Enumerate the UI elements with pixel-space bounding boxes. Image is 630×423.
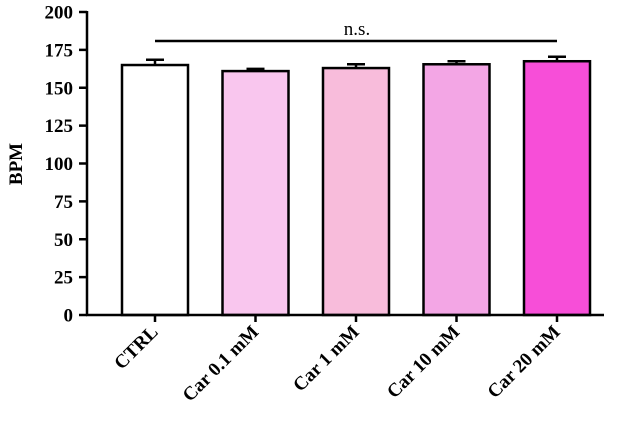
error-bars-layer bbox=[146, 55, 566, 72]
y-axis-title: BPM bbox=[6, 143, 27, 185]
bars-layer bbox=[120, 59, 592, 317]
y-tick-label: 25 bbox=[54, 268, 73, 289]
x-axis-ticks: CTRL Car 0.1 mM Car 1 mM Car 10 mM Car 20 mM bbox=[110, 315, 565, 406]
bar bbox=[422, 63, 491, 317]
x-tick-label: Car 0.1 mM bbox=[179, 322, 263, 406]
y-tick-label: 175 bbox=[45, 40, 74, 61]
y-axis-ticks: 0 25 50 75 100 125 150 175 200 bbox=[45, 3, 87, 327]
bar bbox=[120, 63, 190, 317]
y-tick-label: 125 bbox=[45, 116, 74, 137]
x-tick-label: CTRL bbox=[110, 322, 162, 374]
x-tick-label: Car 20 mM bbox=[484, 322, 565, 403]
y-tick-label: 150 bbox=[45, 78, 74, 99]
bar bbox=[321, 66, 391, 317]
x-tick-label: Car 1 mM bbox=[289, 322, 363, 396]
x-tick-label: Car 10 mM bbox=[383, 322, 464, 403]
y-tick-label: 100 bbox=[45, 154, 74, 175]
y-tick-label: 0 bbox=[64, 306, 74, 327]
y-tick-label: 75 bbox=[54, 192, 73, 213]
y-tick-label: 50 bbox=[54, 230, 73, 251]
significance-label: n.s. bbox=[344, 19, 370, 40]
bar bbox=[221, 69, 290, 317]
y-tick-label: 200 bbox=[45, 3, 74, 24]
bar bbox=[522, 59, 592, 317]
